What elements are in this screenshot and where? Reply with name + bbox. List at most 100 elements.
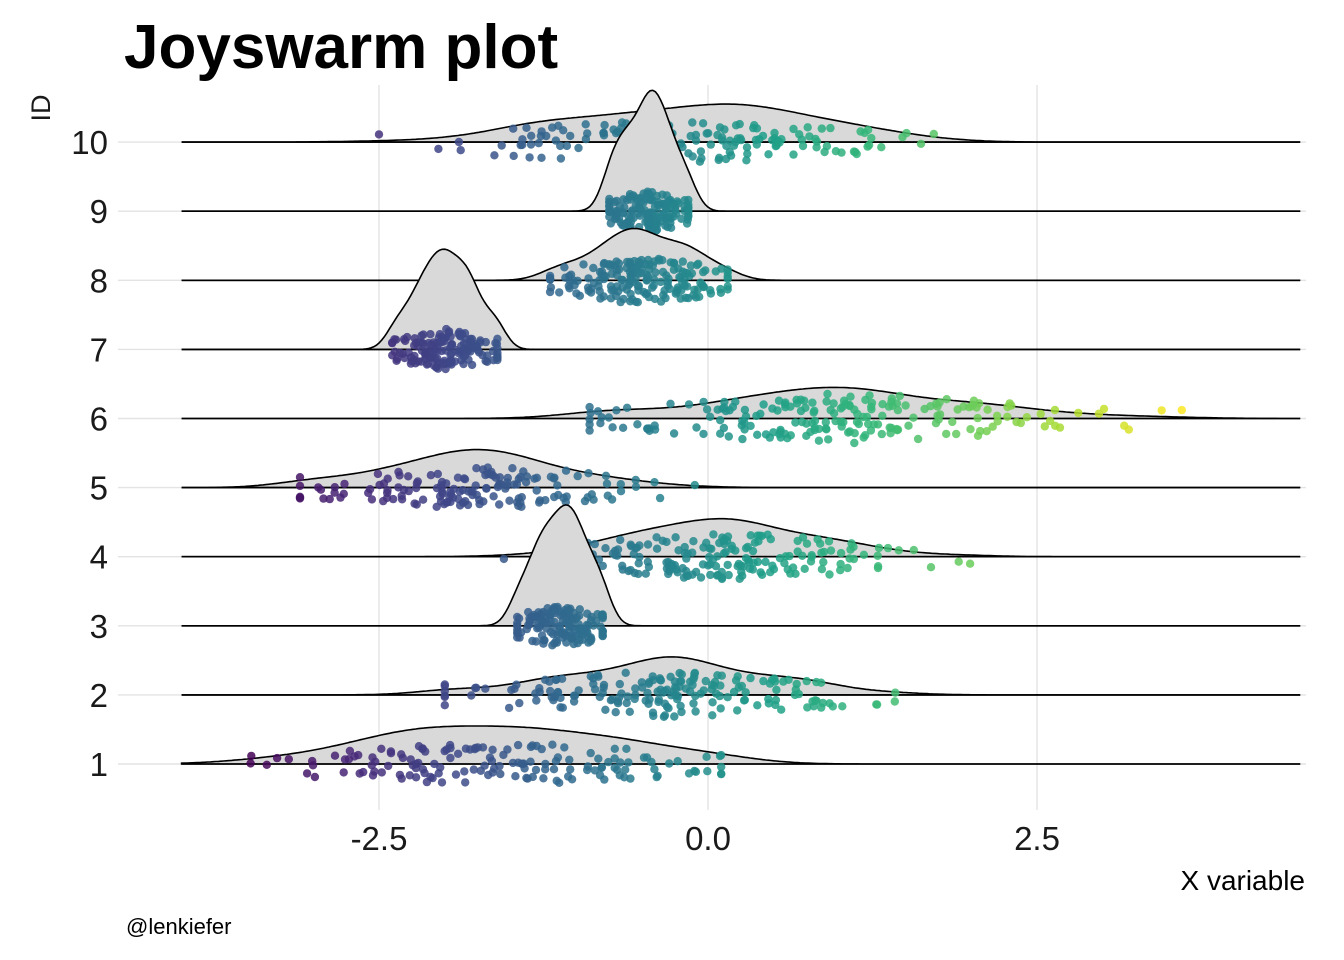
data-point xyxy=(302,769,312,778)
data-point xyxy=(682,268,692,278)
data-point xyxy=(423,359,433,368)
x-tick-label: -2.5 xyxy=(351,820,408,857)
data-point xyxy=(698,119,708,128)
data-point xyxy=(453,473,463,482)
data-point xyxy=(545,287,555,297)
data-point xyxy=(699,686,708,695)
caption: @lenkiefer xyxy=(126,914,232,939)
data-point xyxy=(699,543,708,552)
data-point xyxy=(653,687,662,696)
data-point xyxy=(401,336,410,346)
data-point xyxy=(295,481,305,491)
data-point xyxy=(610,744,619,753)
data-point xyxy=(862,412,872,422)
data-point xyxy=(836,404,846,413)
data-point xyxy=(446,359,455,368)
data-point xyxy=(552,636,561,646)
data-point xyxy=(645,260,654,269)
data-point xyxy=(826,123,835,133)
data-point xyxy=(850,405,859,414)
data-point xyxy=(723,693,732,702)
y-tick-label: 4 xyxy=(90,539,108,576)
data-point xyxy=(850,429,859,438)
data-point xyxy=(470,745,479,754)
data-point xyxy=(775,138,784,147)
data-point xyxy=(634,269,643,278)
chart-title: Joyswarm plot xyxy=(124,13,558,82)
data-point xyxy=(395,770,405,780)
data-point xyxy=(555,288,564,297)
ridge-row-4 xyxy=(181,517,1301,584)
data-point xyxy=(901,401,910,410)
data-point xyxy=(414,742,424,751)
data-point xyxy=(440,691,449,700)
data-point xyxy=(817,703,826,712)
data-point xyxy=(602,479,612,488)
data-point xyxy=(460,475,470,484)
data-point xyxy=(798,141,808,151)
data-point xyxy=(597,611,606,620)
data-point xyxy=(507,685,516,695)
data-point xyxy=(517,502,526,511)
data-point xyxy=(404,486,413,496)
data-point xyxy=(720,534,729,544)
data-point xyxy=(909,545,918,555)
data-point xyxy=(247,751,256,761)
data-point xyxy=(623,692,632,701)
data-point xyxy=(792,399,802,408)
data-point xyxy=(983,405,992,414)
data-point xyxy=(379,496,388,506)
data-point xyxy=(649,711,658,721)
data-point xyxy=(418,495,428,504)
data-point xyxy=(812,143,821,152)
data-point xyxy=(535,496,545,505)
data-point xyxy=(723,268,732,277)
data-point xyxy=(893,406,903,415)
data-point xyxy=(625,190,635,199)
data-point xyxy=(330,751,340,760)
data-point xyxy=(690,669,699,678)
data-point xyxy=(599,128,608,137)
data-point xyxy=(772,685,781,695)
data-point xyxy=(580,496,590,506)
data-point xyxy=(707,685,716,694)
data-point xyxy=(619,294,628,304)
data-point xyxy=(621,668,630,677)
data-point xyxy=(513,621,522,630)
data-point xyxy=(836,559,845,569)
data-point xyxy=(542,131,551,141)
data-point xyxy=(555,778,564,787)
data-point xyxy=(965,559,975,568)
data-point xyxy=(643,209,653,218)
data-point xyxy=(810,406,819,415)
data-point xyxy=(608,549,618,558)
data-point xyxy=(850,438,859,448)
data-point xyxy=(601,544,610,553)
data-point xyxy=(753,701,762,710)
data-point xyxy=(716,284,725,294)
data-point xyxy=(741,412,751,421)
data-point xyxy=(581,120,590,129)
x-tick-label: 2.5 xyxy=(1014,820,1060,857)
data-point xyxy=(483,463,492,472)
data-point xyxy=(472,683,481,692)
data-point xyxy=(759,400,768,409)
data-point xyxy=(435,492,445,501)
data-point xyxy=(741,688,750,697)
data-point xyxy=(702,129,711,138)
data-point xyxy=(655,493,665,503)
data-point xyxy=(373,469,383,479)
data-point xyxy=(874,543,884,553)
data-point xyxy=(658,213,668,222)
data-point xyxy=(615,679,624,689)
data-point xyxy=(740,405,750,415)
data-point xyxy=(705,544,714,553)
data-point xyxy=(692,423,701,432)
data-point xyxy=(895,391,904,401)
data-point xyxy=(607,285,616,295)
data-point xyxy=(891,688,900,697)
data-point xyxy=(681,684,691,693)
data-point xyxy=(665,759,674,768)
data-point xyxy=(557,674,567,683)
data-point xyxy=(821,418,830,427)
